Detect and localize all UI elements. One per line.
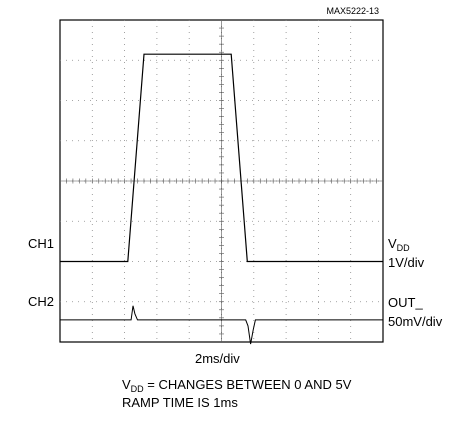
note-line-2: RAMP TIME IS 1ms — [122, 395, 238, 410]
x-axis-label: 2ms/div — [195, 351, 240, 366]
note-line-1: VDD = CHANGES BETWEEN 0 AND 5V — [122, 377, 352, 395]
ch2-trace — [60, 305, 383, 345]
ch1-signal-label: VDD — [388, 236, 410, 254]
ch1-label: CH1 — [28, 236, 55, 251]
ch1-trace — [60, 53, 383, 263]
part-id-label: MAX5222-13 — [326, 6, 379, 16]
ch2-label: CH2 — [28, 294, 55, 309]
center-axes — [60, 20, 383, 342]
ch1-scale-label: 1V/div — [388, 255, 425, 270]
ch2-signal-label: OUT_ — [388, 295, 423, 310]
ch2-scale-label: 50mV/div — [388, 314, 443, 329]
